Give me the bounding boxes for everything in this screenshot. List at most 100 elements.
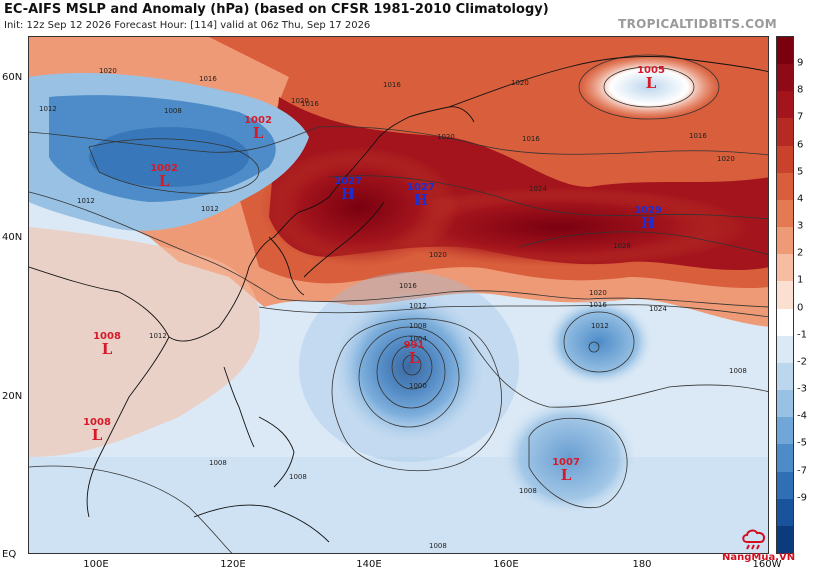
low-indochina-marker: 1008 L [83, 417, 111, 443]
lat-label-40n: 40N [2, 232, 23, 243]
colorbar-segment [777, 417, 793, 445]
colorbar-label: -2 [797, 356, 807, 368]
lon-label-140e: 140E [356, 559, 382, 570]
contour-label: 1008 [209, 459, 227, 467]
low-pressure-value: 991 [403, 340, 425, 351]
contour-label: 1012 [77, 197, 95, 205]
colorbar-segment [777, 281, 793, 309]
contour-label: 1020 [589, 289, 607, 297]
high-central-pacific-marker: 1029 H [634, 205, 662, 231]
contour-label: 1000 [409, 382, 427, 390]
chart-title: EC-AIFS MSLP and Anomaly (hPa) (based on… [4, 2, 549, 17]
colorbar-label: -1 [797, 329, 807, 341]
colorbar-label: -3 [797, 383, 807, 395]
low-marshall-marker: 1007 L [552, 457, 580, 483]
high-pressure-value: 1027 [407, 182, 435, 193]
colorbar-segment [777, 390, 793, 418]
low-pressure-value: 1002 [244, 115, 272, 126]
colorbar-label: 4 [797, 193, 804, 205]
colorbar-label: 7 [797, 111, 804, 123]
low-pressure-value: 1008 [93, 331, 121, 342]
low-symbol: L [408, 349, 420, 367]
colorbar-label: -4 [797, 410, 807, 422]
colorbar-segment [777, 64, 793, 92]
contour-label: 1028 [613, 242, 631, 250]
contour-label: 1012 [149, 332, 167, 340]
colorbar-label: -9 [797, 492, 807, 504]
low-symbol: L [252, 124, 264, 142]
lon-label-120e: 120E [220, 559, 246, 570]
colorbar-label: 8 [797, 84, 804, 96]
isobars [29, 54, 768, 553]
colorbar-segment [777, 254, 793, 282]
high-symbol: H [413, 191, 429, 209]
contour-label: 1008 [164, 107, 182, 115]
colorbar-segment [777, 335, 793, 363]
colorbar-segment [777, 37, 793, 65]
colorbar-segment [777, 362, 793, 391]
colorbar-segment [777, 172, 793, 200]
colorbar-segment [777, 91, 793, 119]
contour-label: 1008 [289, 473, 307, 481]
colorbar-segment [777, 471, 793, 499]
low-typhoon-marker: 991 L [404, 340, 425, 366]
colorbar-segment [777, 498, 793, 526]
low-symbol: L [101, 340, 113, 358]
contour-label: 1016 [522, 135, 540, 143]
contour-label: 1024 [529, 185, 547, 193]
low-mongolia-marker: 1002 L [244, 115, 272, 141]
colorbar [776, 36, 794, 554]
contour-label: 1008 [429, 542, 447, 550]
low-symbol: L [560, 466, 572, 484]
colorbar-label: 6 [797, 139, 804, 151]
colorbar-label: 3 [797, 220, 804, 232]
colorbar-segment [777, 444, 793, 472]
contour-label: 1016 [589, 301, 607, 309]
colorbar-segment [777, 308, 793, 336]
low-pressure-value: 1007 [552, 457, 580, 468]
lon-label-180: 180 [632, 559, 652, 570]
chart-subtitle: Init: 12z Sep 12 2026 Forecast Hour: [11… [4, 20, 371, 31]
lon-label-160e: 160E [493, 559, 519, 570]
colorbar-label: 5 [797, 166, 804, 178]
contour-label: 1020 [429, 251, 447, 259]
low-symbol: L [645, 74, 657, 92]
high-sea-of-japan-marker: 1027 H [334, 176, 362, 202]
coastlines [29, 56, 768, 543]
colorbar-label: 9 [797, 57, 804, 69]
low-pressure-value: 1008 [83, 417, 111, 428]
contour-label: 1012 [201, 205, 219, 213]
low-symbol: L [158, 172, 170, 190]
contour-label: 1008 [519, 487, 537, 495]
colorbar-label: -7 [797, 465, 807, 477]
lon-label-160w: 160W [752, 559, 782, 570]
low-bering-marker: 1005 L [637, 65, 665, 91]
contour-label: 1016 [689, 132, 707, 140]
lat-label-60n: 60N [2, 72, 23, 83]
header: EC-AIFS MSLP and Anomaly (hPa) (based on… [0, 0, 819, 36]
high-symbol: H [340, 185, 356, 203]
low-symbol: L [91, 426, 103, 444]
watermark-logo: NangMua.VN [722, 552, 796, 563]
cloud-rain-icon [742, 529, 766, 550]
contour-label: 1020 [717, 155, 735, 163]
high-east-hokkaido-marker: 1027 H [407, 182, 435, 208]
brand-label: TROPICALTIDBITS.COM [618, 17, 777, 31]
contour-label: 1016 [199, 75, 217, 83]
contour-label: 1012 [591, 322, 609, 330]
colorbar-segment [777, 199, 793, 228]
contour-label: 1016 [399, 282, 417, 290]
high-symbol: H [640, 214, 656, 232]
colorbar-segment [777, 145, 793, 173]
colorbar-label: 2 [797, 247, 804, 259]
contour-label: 1020 [511, 79, 529, 87]
contour-label: 1016 [383, 81, 401, 89]
contour-label: 1008 [729, 367, 747, 375]
contour-label: 1024 [649, 305, 667, 313]
low-pressure-value: 1002 [150, 163, 178, 174]
colorbar-segment [777, 227, 793, 255]
contour-label: 1004 [409, 335, 427, 343]
colorbar-label: 0 [797, 302, 804, 314]
contour-label: 1020 [291, 97, 309, 105]
colorbar-label: 1 [797, 274, 804, 286]
